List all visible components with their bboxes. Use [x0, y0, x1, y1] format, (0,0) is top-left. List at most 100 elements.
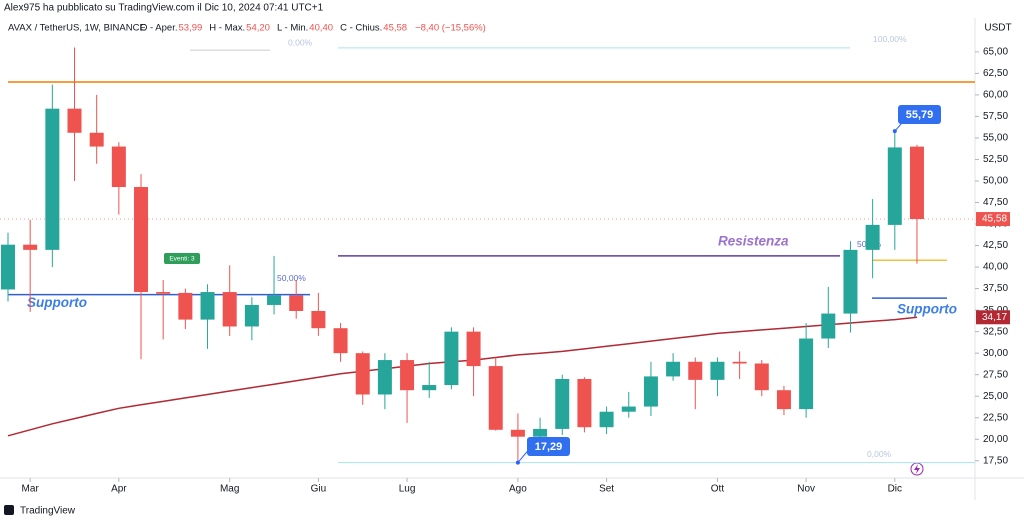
candle-body [244, 304, 259, 327]
y-tick-label: 20,00 [983, 434, 1008, 445]
legend-value: −8,40 (−15,56%) [415, 23, 486, 34]
candle-body [89, 132, 104, 147]
moving-average [7, 316, 918, 437]
candle-body [111, 146, 126, 188]
price-tag-label: 34,17 [982, 312, 1007, 323]
x-tick-label: Set [599, 484, 614, 495]
callout-box [527, 437, 570, 456]
candle-body [156, 292, 171, 294]
y-tick-label: 42,50 [983, 240, 1008, 251]
events-label: Eventi: 3 [169, 256, 195, 263]
candle-body [510, 429, 525, 437]
y-tick-label: 40,00 [983, 262, 1008, 273]
candle-body [843, 249, 858, 314]
price-tag [976, 212, 1010, 227]
candle-body [45, 108, 60, 250]
candle-body [400, 360, 415, 391]
y-tick-label: 62,50 [983, 68, 1008, 79]
fib-label: 0,00% [288, 37, 313, 47]
legend-label: O - Aper. [140, 23, 178, 34]
y-tick-label: 30,00 [983, 348, 1008, 359]
candle-body [377, 360, 392, 395]
y-tick-label: 32,50 [983, 326, 1008, 337]
x-tick-label: Lug [399, 484, 416, 495]
candle-body [599, 411, 614, 428]
candle-body [887, 147, 902, 225]
candle-body [865, 224, 880, 250]
candle-body [821, 313, 836, 339]
y-tick-label: 37,50 [983, 283, 1008, 294]
x-tick-label: Mag [220, 484, 239, 495]
level-label: Supporto [27, 295, 87, 310]
candle-body [909, 146, 924, 220]
x-tick-label: Giu [311, 484, 327, 495]
legend-value: 40,40 [309, 23, 333, 34]
candle-body [444, 331, 459, 386]
candle-body [289, 295, 304, 311]
candle-body [754, 363, 769, 391]
brand-logo [4, 505, 14, 515]
candle-body [466, 331, 481, 367]
callout-dot [892, 129, 897, 134]
candle-body [666, 361, 681, 377]
x-tick-label: Ago [509, 484, 527, 495]
callout-dot [515, 460, 520, 465]
level-label: Supporto [897, 302, 957, 317]
level-label: Resistenza [718, 233, 789, 248]
price-tag [976, 310, 1010, 325]
candle-body [776, 390, 791, 410]
candle-body [422, 385, 437, 391]
y-tick-label: 57,50 [983, 111, 1008, 122]
fib-label: 100,00% [873, 34, 907, 44]
symbol: AVAX / TetherUS, 1W, BINANCE [8, 23, 146, 34]
callout-box [898, 105, 941, 124]
y-tick-label: 50,00 [983, 176, 1008, 187]
candle-body [178, 292, 193, 320]
candle-body [134, 187, 149, 293]
legend-label: C - Chius. [340, 23, 382, 34]
x-tick-label: Nov [797, 484, 815, 495]
y-tick-label: 52,50 [983, 154, 1008, 165]
callout-label: 55,79 [906, 109, 934, 121]
fib-label: 50,00% [277, 273, 306, 283]
price-tag-label: 45,58 [982, 214, 1007, 225]
x-tick-label: Apr [111, 484, 127, 495]
candle-body [799, 338, 814, 410]
legend-value: 45,58 [383, 23, 407, 34]
candle-body [643, 376, 658, 407]
y-tick-label: 25,00 [983, 391, 1008, 402]
candle-body [355, 353, 370, 395]
candle-body [533, 428, 548, 437]
currency: USDT [984, 23, 1011, 34]
y-tick-label: 60,00 [983, 90, 1008, 101]
x-tick-label: Dic [888, 484, 902, 495]
candle-body [200, 292, 215, 320]
events-box [164, 253, 200, 264]
y-tick-label: 22,50 [983, 412, 1008, 423]
candle-body [311, 310, 326, 329]
legend-value: 54,20 [246, 23, 270, 34]
candle-body [1, 244, 15, 290]
legend-label: H - Max. [209, 23, 245, 34]
candle-body [333, 328, 348, 354]
candle-body [488, 366, 503, 430]
y-tick-label: 27,50 [983, 369, 1008, 380]
y-tick-label: 17,50 [983, 455, 1008, 466]
y-tick-label: 47,50 [983, 197, 1008, 208]
fib-label: 0,00% [867, 449, 892, 459]
candle-body [67, 108, 82, 133]
y-tick-label: 35,00 [983, 305, 1008, 316]
candle-body [688, 361, 703, 380]
y-tick-label: 65,00 [983, 46, 1008, 57]
candle-body [710, 361, 725, 380]
y-tick-label: 55,00 [983, 133, 1008, 144]
legend-value: 53,99 [179, 23, 203, 34]
candle-body [577, 378, 592, 428]
callout-label: 17,29 [535, 441, 563, 453]
brand: TradingView [20, 506, 76, 517]
x-tick-label: Ott [711, 484, 725, 495]
candle-body [555, 378, 570, 429]
candle-body [222, 292, 237, 327]
